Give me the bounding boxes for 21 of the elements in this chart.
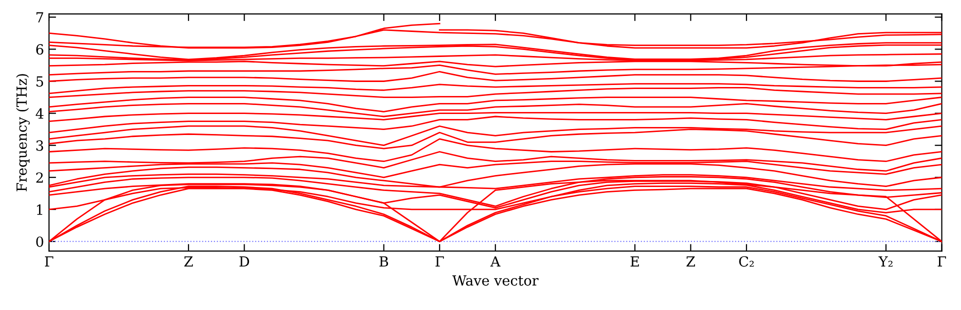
y-tick-label: 6	[36, 44, 44, 55]
x-tick-label: Z	[184, 256, 193, 267]
y-tick-label: 2	[36, 172, 43, 183]
y-tick-label: 1	[37, 204, 42, 215]
x-tick-label: A	[490, 256, 501, 267]
x-tick-label: Γ	[938, 256, 946, 267]
x-tick-label: D	[240, 256, 250, 267]
y-axis-title: Frequency (THz)	[16, 74, 30, 192]
y-tick-label: 5	[36, 76, 44, 87]
x-tick-label: Γ	[44, 256, 54, 267]
y-tick-label: 0	[36, 236, 44, 247]
y-tick-label: 4	[36, 108, 44, 119]
x-axis-title: Wave vector	[452, 275, 539, 286]
x-tick-label: E	[630, 256, 639, 267]
x-tick-label: C₂	[739, 256, 754, 267]
y-tick-label: 3	[36, 140, 44, 151]
y-tick-label: 7	[36, 12, 44, 22]
x-tick-label: Y₂	[878, 256, 892, 267]
x-tick-label: Z	[686, 256, 695, 267]
x-tick-label: B	[379, 256, 388, 267]
x-tick-label: Γ	[436, 256, 444, 267]
